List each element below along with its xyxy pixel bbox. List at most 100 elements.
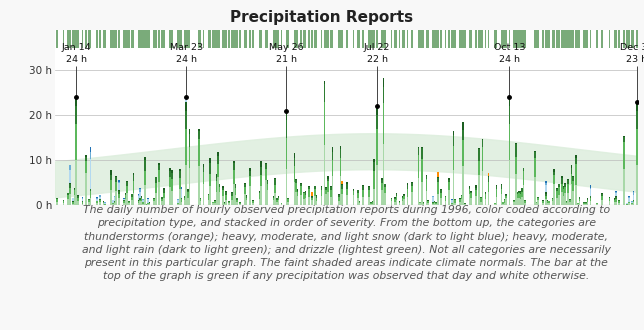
Bar (96, 203, 98, 205)
Bar (404, 199, 405, 205)
Bar (69, 183, 71, 184)
Bar (509, 160, 510, 205)
Bar (153, 199, 155, 201)
Bar (428, 203, 429, 205)
Bar (600, 30, 601, 48)
Bar (445, 201, 446, 205)
Bar (531, 30, 533, 48)
Bar (240, 203, 241, 204)
Bar (341, 189, 343, 194)
Bar (125, 194, 126, 195)
Bar (620, 30, 621, 48)
Bar (234, 195, 236, 205)
Bar (139, 200, 141, 201)
Bar (544, 30, 545, 48)
Bar (95, 30, 96, 48)
Bar (125, 193, 126, 194)
Bar (359, 201, 361, 202)
Bar (274, 193, 276, 205)
Bar (147, 199, 149, 203)
Bar (567, 193, 569, 205)
Bar (85, 161, 86, 173)
Bar (310, 30, 311, 48)
Bar (316, 196, 317, 198)
Bar (278, 196, 279, 197)
Bar (534, 177, 536, 205)
Bar (260, 161, 261, 167)
Bar (615, 202, 617, 205)
Bar (553, 183, 554, 205)
Bar (432, 204, 433, 205)
Bar (558, 187, 560, 195)
Bar (443, 30, 445, 48)
Bar (461, 199, 462, 205)
Bar (433, 202, 435, 203)
Bar (330, 187, 332, 189)
Bar (268, 30, 270, 48)
Bar (458, 30, 459, 48)
Bar (314, 196, 316, 205)
Bar (558, 195, 560, 205)
Bar (126, 181, 128, 182)
Bar (91, 30, 93, 48)
Bar (96, 198, 98, 199)
Bar (254, 30, 256, 48)
Bar (593, 30, 594, 48)
Bar (633, 201, 634, 202)
Bar (267, 181, 268, 184)
Bar (571, 174, 573, 184)
Bar (278, 197, 279, 198)
Bar (545, 196, 547, 200)
Bar (520, 192, 521, 194)
Bar (246, 198, 247, 200)
Bar (142, 202, 144, 203)
Bar (416, 30, 418, 48)
Bar (276, 198, 278, 199)
Bar (99, 197, 101, 199)
Bar (138, 200, 139, 201)
Bar (418, 178, 419, 205)
Bar (376, 165, 378, 205)
Bar (123, 199, 125, 200)
Bar (601, 193, 603, 194)
Bar (598, 30, 600, 48)
Bar (72, 198, 74, 201)
Bar (448, 182, 450, 190)
Bar (294, 182, 295, 205)
Bar (111, 190, 112, 205)
Bar (636, 111, 638, 129)
Bar (338, 194, 340, 195)
Bar (609, 198, 611, 201)
Bar (283, 30, 284, 48)
Bar (500, 185, 502, 189)
Bar (317, 30, 319, 48)
Bar (179, 171, 180, 178)
Bar (615, 197, 617, 199)
Bar (513, 200, 515, 201)
Bar (77, 198, 79, 201)
Bar (475, 185, 477, 187)
Bar (432, 197, 433, 202)
Bar (169, 171, 171, 177)
Bar (459, 199, 461, 202)
Bar (461, 196, 462, 199)
Bar (118, 180, 120, 182)
Bar (246, 196, 247, 198)
Bar (292, 30, 294, 48)
Bar (510, 30, 512, 48)
Bar (618, 201, 620, 203)
Bar (155, 177, 156, 183)
Bar (234, 187, 236, 195)
Bar (569, 199, 571, 200)
Bar (509, 106, 510, 124)
Bar (404, 196, 405, 199)
Bar (483, 30, 485, 48)
Bar (129, 30, 131, 48)
Bar (351, 30, 352, 48)
Bar (556, 191, 558, 198)
Bar (621, 30, 623, 48)
Bar (286, 111, 287, 120)
Bar (234, 184, 236, 187)
Bar (152, 30, 153, 48)
Bar (260, 186, 261, 205)
